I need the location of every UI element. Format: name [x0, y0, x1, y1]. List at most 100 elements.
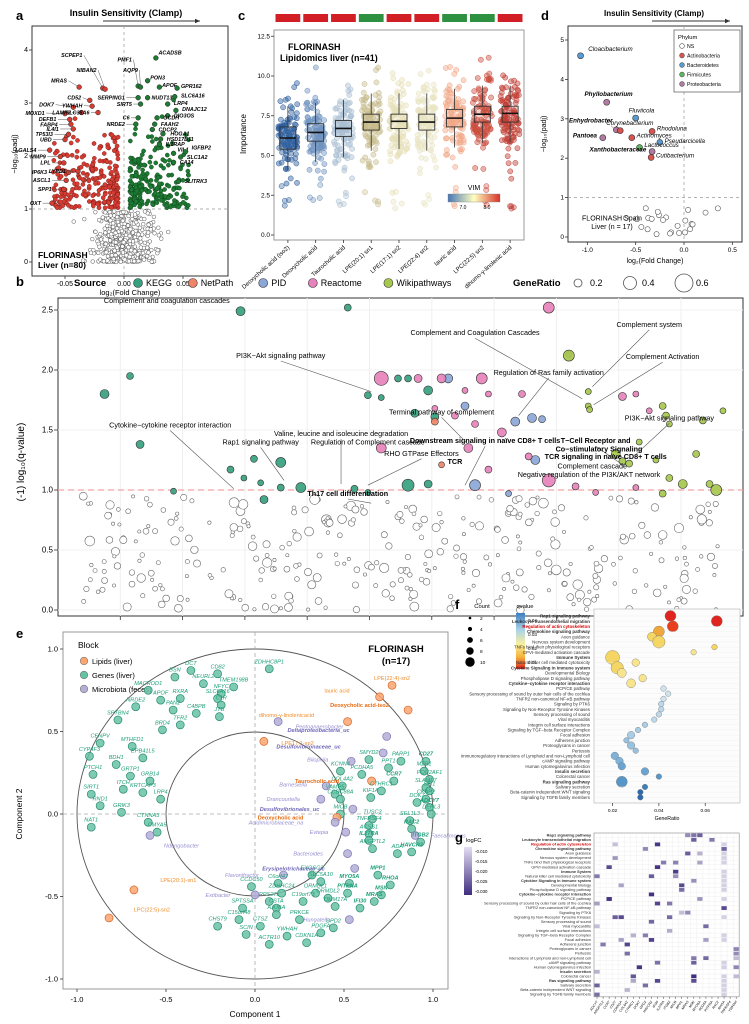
svg-text:log₂(Fold Change): log₂(Fold Change): [627, 258, 684, 265]
svg-text:logFC: logFC: [466, 838, 481, 844]
svg-text:Deoxycholic acid: Deoxycholic acid: [258, 815, 304, 821]
panel-e-circle-plot: Block Lipids (liver) Genes (liver) Microbio…: [14, 631, 466, 1019]
svg-text:RHOA: RHOA: [717, 999, 726, 1010]
svg-text:Corynebacterium: Corynebacterium: [606, 120, 653, 127]
svg-text:MACROD1: MACROD1: [134, 681, 162, 687]
svg-text:HAVCR2: HAVCR2: [642, 1000, 653, 1014]
svg-text:SFI1: SFI1: [424, 781, 436, 787]
svg-text:Natural killer cell mediated c: Natural killer cell mediated cytotoxicit…: [516, 660, 591, 665]
panel-b-ns-points: [78, 491, 720, 615]
svg-text:1.0: 1.0: [42, 486, 54, 495]
svg-text:RHOA: RHOA: [382, 875, 398, 881]
svg-text:MMP9: MMP9: [30, 154, 46, 160]
svg-text:Complement cascade: Complement cascade: [558, 461, 628, 470]
svg-text:dihomo-γ-linolenicacid: dihomo-γ-linolenicacid: [259, 713, 314, 719]
svg-text:SIRT5: SIRT5: [117, 102, 133, 108]
svg-text:Phylum: Phylum: [678, 35, 698, 41]
svg-text:SPTSSA: SPTSSA: [232, 899, 254, 905]
svg-text:Block: Block: [78, 640, 100, 650]
svg-text:Chemokine signaling pathway: Chemokine signaling pathway: [527, 629, 591, 634]
svg-text:LPL: LPL: [40, 161, 50, 167]
svg-text:0: 0: [560, 234, 564, 241]
svg-text:-0.5: -0.5: [630, 247, 642, 254]
panel-g-letter: g: [455, 830, 463, 845]
svg-text:Complement system: Complement system: [616, 320, 682, 329]
svg-text:PPT1: PPT1: [382, 758, 396, 764]
svg-text:DEFB1: DEFB1: [39, 117, 57, 123]
svg-text:TNFs bind their physiological: TNFs bind their physiological receptors: [514, 645, 591, 650]
svg-text:Cytokine−cytokine receptor int: Cytokine−cytokine receptor interaction: [519, 892, 592, 897]
svg-text:C1R: C1R: [216, 696, 227, 702]
svg-text:Cytokine−cytokine receptor int: Cytokine−cytokine receptor interaction: [109, 421, 231, 430]
svg-text:Component 1: Component 1: [229, 1009, 280, 1019]
svg-text:C6orf47: C6orf47: [268, 874, 289, 880]
svg-text:IGFBP2: IGFBP2: [192, 145, 211, 151]
svg-text:MYO5A: MYO5A: [692, 999, 703, 1012]
svg-text:SLITRK3: SLITRK3: [185, 179, 207, 185]
svg-text:Drancourtella: Drancourtella: [267, 797, 300, 803]
panel-e-letter: e: [16, 626, 24, 641]
svg-text:Signaling by TGF−beta Receptor: Signaling by TGF−beta Receptor Complex: [507, 728, 590, 733]
svg-text:PI3K−Akt signaling pathway: PI3K−Akt signaling pathway: [236, 351, 326, 360]
svg-text:Signaling by TGF−beta Receptor: Signaling by TGF−beta Receptor Complex: [518, 933, 591, 938]
svg-text:ITGB2: ITGB2: [412, 833, 429, 839]
svg-text:0.01: 0.01: [528, 660, 537, 665]
svg-text:CDKN1A: CDKN1A: [295, 933, 318, 939]
svg-text:3: 3: [560, 116, 564, 123]
svg-text:Salivary secretion: Salivary secretion: [560, 983, 591, 988]
svg-text:EPB41L5: EPB41L5: [131, 748, 156, 754]
svg-text:Actinomyces: Actinomyces: [636, 133, 672, 140]
svg-text:Acidimicrobiaceae_na: Acidimicrobiaceae_na: [248, 820, 304, 826]
svg-text:YWHAH: YWHAH: [62, 103, 82, 109]
svg-text:CTHRC1: CTHRC1: [370, 781, 393, 787]
svg-text:0.00: 0.00: [117, 281, 131, 288]
svg-text:MSN: MSN: [375, 885, 388, 891]
panel-d-volcano-plot: Insulin Sensitivity (Clamp) Cloacibacteri…: [541, 9, 743, 265]
svg-text:4: 4: [560, 76, 564, 83]
svg-text:MSN: MSN: [688, 1000, 696, 1009]
svg-text:Insulin Sensitivity (Clamp): Insulin Sensitivity (Clamp): [70, 8, 183, 18]
svg-text:PCDHA5: PCDHA5: [350, 765, 374, 771]
svg-text:NetPath: NetPath: [201, 278, 234, 288]
svg-text:Salivary secretion: Salivary secretion: [555, 785, 590, 790]
svg-text:−log₁₀(padj): −log₁₀(padj): [541, 116, 548, 153]
svg-text:Component 2: Component 2: [14, 788, 24, 839]
svg-text:Reactome: Reactome: [321, 278, 362, 288]
svg-text:-0.05: -0.05: [57, 281, 73, 288]
svg-text:1: 1: [560, 195, 564, 202]
svg-text:IP6K3: IP6K3: [32, 170, 47, 176]
svg-text:Beta-catenin independent WNT s: Beta-catenin independent WNT signaling: [510, 790, 590, 795]
svg-text:TNFRSF4: TNFRSF4: [356, 816, 381, 822]
svg-text:Sensory processing of sound by: Sensory processing of sound by outer hai…: [484, 901, 592, 906]
svg-text:GPD2: GPD2: [639, 1000, 648, 1010]
svg-text:EXOSC3: EXOSC3: [301, 866, 325, 872]
svg-text:Phyllobacterium: Phyllobacterium: [585, 91, 634, 98]
panel-d-points: [623, 205, 721, 238]
svg-text:Cloacibacterium: Cloacibacterium: [588, 46, 632, 53]
svg-text:Viral myocarditis: Viral myocarditis: [563, 923, 592, 928]
svg-text:CTSZ: CTSZ: [253, 917, 268, 923]
svg-text:Signaling by TGFB family membe: Signaling by TGFB family members: [521, 795, 591, 800]
svg-text:Peptoanaerobacter: Peptoanaerobacter: [296, 725, 345, 731]
svg-text:0.02: 0.02: [608, 808, 618, 814]
svg-text:HOGA1: HOGA1: [170, 132, 189, 138]
svg-text:Adherens junction: Adherens junction: [555, 738, 591, 743]
svg-text:ACADSB: ACADSB: [158, 50, 182, 56]
svg-text:Liver (n=80): Liver (n=80): [38, 260, 86, 270]
svg-text:Proteobacteria: Proteobacteria: [687, 82, 721, 88]
svg-text:Colorectal cancer: Colorectal cancer: [556, 774, 591, 779]
svg-text:0.0: 0.0: [261, 232, 270, 239]
svg-text:FABP4: FABP4: [40, 123, 57, 129]
svg-text:CD27: CD27: [419, 752, 434, 758]
svg-text:Sensory processing of sound: Sensory processing of sound: [541, 919, 591, 924]
panel-b-legend: Source KEGG NetPath PID Reactome Wikipathways…: [74, 273, 709, 293]
panel-g-legend: logFC -0.010 -0.015 -0.020 -0.025 -0.030: [464, 838, 488, 895]
svg-text:APOF: APOF: [161, 83, 178, 89]
svg-text:Valine, leucine and isoleucine: Valine, leucine and isoleucine degradati…: [274, 429, 408, 438]
panel-d-taxa: Cloacibacterium Phyllobacterium Fluviicola…: [569, 46, 705, 161]
svg-text:Leukocyte transendothelial mig: Leukocyte transendothelial migration: [512, 619, 590, 624]
svg-text:Cytokine−cytokine receptor int: Cytokine−cytokine receptor interaction: [509, 681, 591, 686]
svg-text:PMF1: PMF1: [118, 57, 132, 63]
svg-text:qvalue: qvalue: [516, 604, 533, 610]
